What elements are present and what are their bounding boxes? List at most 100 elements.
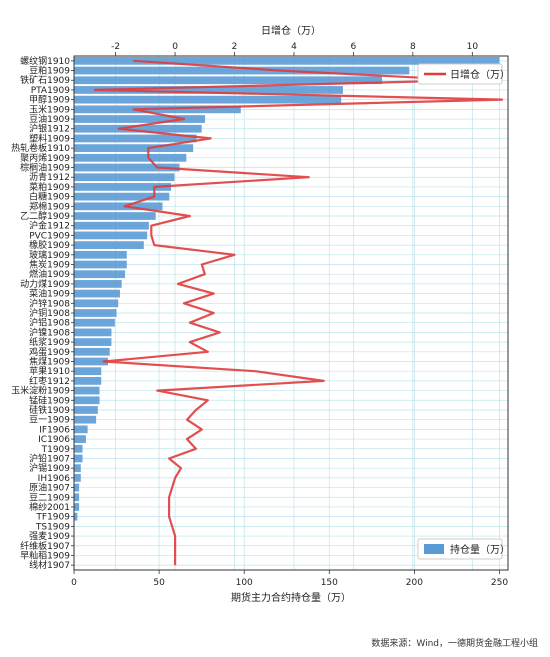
bar [74, 473, 81, 482]
line-series-path [93, 59, 504, 566]
category-labels: 螺纹钢1910豆粕1909铁矿石1909PTA1909甲醇1909玉米1909豆… [11, 55, 74, 571]
category-label: 沪金1912 [29, 220, 70, 232]
legend-line-label: 日增仓（万） [450, 68, 510, 81]
x2-tick-label: 10 [467, 42, 479, 52]
bar [74, 396, 100, 405]
bar [74, 192, 170, 201]
category-label: 原油1907 [29, 482, 70, 494]
category-label: 沪镍1908 [29, 326, 70, 338]
bar-series [74, 56, 500, 570]
bar [74, 444, 83, 453]
bar [74, 299, 119, 308]
bar [74, 66, 410, 75]
x-tick-label: 200 [406, 578, 423, 588]
category-label: 聚丙烯1909 [20, 152, 70, 164]
bar [74, 318, 115, 327]
category-label: 强麦1909 [29, 530, 70, 542]
category-label: PVC1909 [29, 231, 70, 241]
category-label: 焦煤1909 [29, 355, 70, 367]
bottom-x-axis: 0 50 100 150 200 250 [71, 570, 508, 588]
legend-bar-label: 持仓量（万） [450, 543, 510, 556]
category-label: 菜油1909 [29, 288, 70, 300]
bar [74, 202, 163, 211]
category-label: 沪铝1908 [29, 317, 70, 329]
category-label: 动力煤1909 [20, 278, 70, 290]
x-tick-label: 150 [321, 578, 338, 588]
bar [74, 338, 112, 346]
bar [74, 86, 343, 94]
category-label: 苹果1910 [29, 365, 70, 377]
bar [74, 221, 149, 230]
bar [74, 309, 117, 317]
bar [74, 115, 206, 123]
bar [74, 367, 102, 376]
bar [74, 134, 197, 143]
bar [74, 483, 80, 492]
category-label: 螺纹钢1910 [20, 55, 70, 67]
category-label: 豆油1909 [29, 113, 70, 125]
bar [74, 95, 342, 104]
category-label: 豆一1909 [29, 415, 70, 426]
category-label: 乙二醇1909 [20, 210, 70, 222]
bar [74, 415, 97, 424]
category-label: 豆二1909 [29, 492, 70, 503]
category-label: IC1906 [38, 435, 70, 445]
x-tick-label: 250 [491, 578, 508, 588]
category-label: 热轧卷板1910 [11, 142, 70, 154]
category-label: 早籼稻1909 [20, 549, 70, 561]
category-label: 纤维板1907 [20, 540, 70, 552]
category-label: 沪铅1907 [29, 452, 70, 464]
bar [74, 347, 110, 356]
category-label: 白糖1909 [29, 191, 70, 203]
category-label: 沪锡1909 [29, 462, 70, 474]
bar [74, 328, 112, 337]
category-label: 纸浆1909 [29, 336, 70, 348]
category-label: 玻璃1909 [29, 249, 70, 261]
bar [74, 250, 127, 259]
x2-tick-label: 0 [172, 42, 178, 52]
bar [74, 377, 102, 385]
x-tick-label: 100 [236, 578, 253, 588]
category-label: 沥青1912 [29, 171, 70, 183]
category-label: 豆粕1909 [29, 65, 70, 77]
category-label: 鸡蛋1909 [29, 346, 70, 358]
category-label: PTA1909 [31, 86, 71, 96]
category-label: 塑料1909 [29, 132, 70, 144]
bar [74, 503, 80, 511]
category-label: 燃油1909 [29, 268, 70, 280]
category-label: 线材1907 [29, 559, 70, 571]
x2-tick-label: 6 [351, 42, 357, 52]
category-label: TS1909 [35, 522, 70, 532]
x2-tick-label: 4 [291, 42, 297, 52]
category-label: 沪银1912 [29, 123, 70, 135]
bar [74, 76, 383, 85]
bar [74, 406, 98, 414]
category-label: 菜粕1909 [29, 181, 70, 193]
bar [74, 454, 83, 463]
category-label: 锰硅1909 [29, 394, 70, 406]
bar [74, 425, 88, 434]
x-tick-label: 0 [71, 578, 77, 588]
legend-bar-swatch [424, 544, 444, 554]
category-label: 棕榈油1909 [20, 162, 70, 174]
bar [74, 163, 180, 172]
bar [74, 153, 187, 162]
category-label: 棉纱2001 [29, 501, 70, 513]
x-axis-title: 期货主力合约持仓量（万） [231, 591, 351, 604]
x-tick-label: 50 [153, 578, 165, 588]
category-label: 郑棉1909 [29, 200, 70, 212]
category-label: 红枣1912 [29, 375, 70, 387]
category-label: 玉米1909 [29, 103, 70, 115]
category-label: 甲醇1909 [29, 94, 70, 106]
bar [74, 124, 202, 133]
category-label: 玉米淀粉1909 [11, 385, 70, 397]
category-label: 铁矿石1909 [20, 74, 70, 86]
top-x-axis: -2 0 2 4 6 8 10 [111, 42, 478, 56]
bar [74, 493, 80, 502]
bar [74, 435, 86, 443]
bar [74, 241, 144, 249]
bar [74, 289, 120, 298]
x2-tick-label: 2 [232, 42, 238, 52]
top-axis-title: 日增仓（万） [261, 24, 321, 37]
